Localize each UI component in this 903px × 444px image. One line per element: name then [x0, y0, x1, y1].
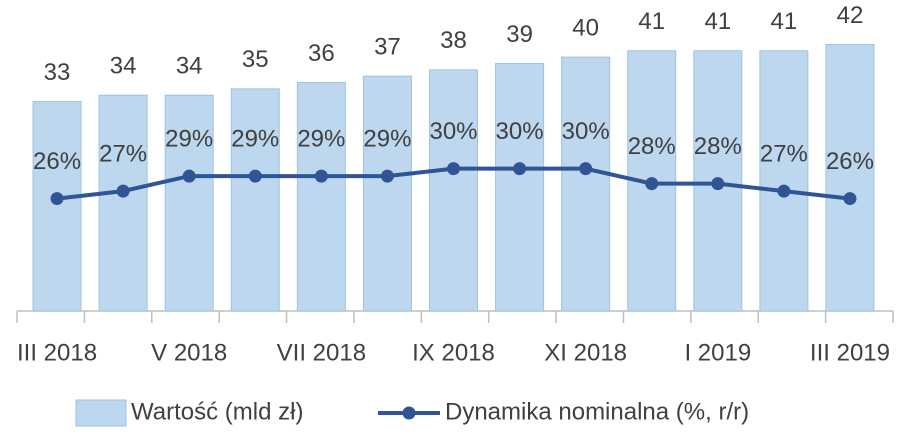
- line-label: 30%: [496, 118, 544, 145]
- line-label: 30%: [429, 118, 477, 145]
- legend-label: Wartość (mld zł): [131, 398, 303, 425]
- line-marker: [182, 169, 196, 183]
- bar-label: 36: [308, 40, 335, 67]
- bar-label: 41: [771, 8, 798, 35]
- line-marker: [711, 177, 725, 191]
- bar-label: 33: [44, 59, 71, 86]
- line-marker: [314, 169, 328, 183]
- bar: [98, 94, 148, 312]
- bar-label: 41: [638, 8, 665, 35]
- legend-marker: [402, 406, 416, 420]
- bar-label: 37: [374, 34, 401, 61]
- line-label: 29%: [297, 125, 345, 152]
- line-marker: [447, 162, 460, 176]
- line-label: 29%: [231, 125, 279, 152]
- x-tick-label: XI 2018: [544, 339, 627, 366]
- bar: [825, 43, 875, 312]
- bar-label: 40: [572, 14, 599, 41]
- bar-label: 42: [837, 2, 864, 29]
- line-label: 26%: [33, 148, 81, 175]
- x-tick-label: III 2018: [17, 339, 97, 366]
- line-marker: [645, 177, 659, 191]
- legend-label: Dynamika nominalna (%, r/r): [445, 398, 749, 425]
- bar: [230, 88, 280, 312]
- line-marker: [248, 169, 262, 183]
- line-marker: [843, 192, 857, 206]
- bar: [32, 101, 82, 312]
- bar: [759, 50, 809, 312]
- line-label: 29%: [363, 125, 411, 152]
- bar: [164, 94, 214, 312]
- line-label: 27%: [99, 140, 147, 167]
- line-label: 28%: [694, 133, 742, 160]
- bar: [561, 56, 611, 312]
- x-tick-label: III 2019: [810, 339, 890, 366]
- line-label: 30%: [562, 118, 610, 145]
- line-label: 28%: [628, 133, 676, 160]
- line-label: 29%: [165, 125, 213, 152]
- x-tick-label: VII 2018: [277, 339, 366, 366]
- line-marker: [579, 162, 593, 176]
- line-label: 26%: [826, 148, 874, 175]
- line-marker: [116, 184, 130, 198]
- line-marker: [513, 162, 527, 176]
- bar-label: 35: [242, 46, 269, 73]
- line-marker: [380, 169, 394, 183]
- x-tick-label: IX 2018: [412, 339, 495, 366]
- line-marker: [50, 192, 64, 206]
- bar-label: 39: [506, 21, 533, 48]
- legend-swatch: [75, 399, 127, 427]
- bar-label: 34: [176, 53, 203, 80]
- bar-label: 38: [440, 27, 467, 54]
- line-marker: [777, 184, 791, 198]
- line-label: 27%: [760, 140, 808, 167]
- bar: [362, 75, 412, 312]
- x-tick-label: I 2019: [684, 339, 751, 366]
- bar: [296, 82, 346, 312]
- bar: [495, 62, 545, 312]
- x-tick-label: V 2018: [151, 339, 227, 366]
- bar-label: 41: [704, 8, 731, 35]
- bar-label: 34: [110, 53, 137, 80]
- bar: [429, 69, 478, 312]
